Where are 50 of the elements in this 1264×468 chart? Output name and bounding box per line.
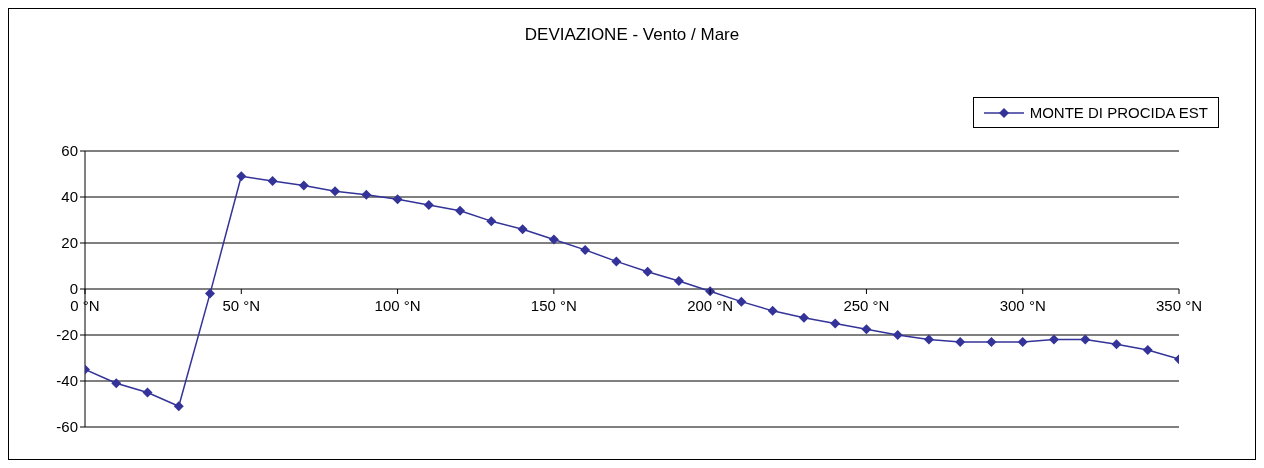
point bbox=[142, 387, 153, 398]
point bbox=[830, 318, 841, 329]
point bbox=[673, 275, 684, 286]
point bbox=[892, 330, 903, 340]
point bbox=[267, 175, 278, 186]
point bbox=[423, 200, 434, 211]
point bbox=[955, 336, 966, 347]
x-tick-label: 50 °N bbox=[222, 297, 261, 314]
point bbox=[611, 256, 622, 267]
point bbox=[1080, 334, 1091, 345]
point bbox=[986, 336, 997, 347]
x-tick-label: 200 °N bbox=[687, 297, 734, 314]
point bbox=[486, 216, 497, 227]
point bbox=[330, 186, 341, 197]
point bbox=[455, 205, 466, 216]
x-tick-label: 100 °N bbox=[374, 297, 421, 314]
point bbox=[642, 266, 653, 277]
point bbox=[111, 378, 122, 389]
y-tick-label: 20 bbox=[61, 234, 78, 252]
point bbox=[298, 180, 309, 191]
legend-label: MONTE DI PROCIDA EST bbox=[1029, 104, 1208, 121]
chart-title: DEVIAZIONE - Vento / Mare bbox=[523, 25, 741, 45]
point bbox=[173, 401, 184, 412]
point bbox=[767, 305, 778, 316]
y-tick-label: -20 bbox=[56, 326, 78, 344]
y-tick-label: 0 bbox=[69, 280, 78, 298]
point bbox=[798, 312, 809, 323]
x-tick-label: 0 °N bbox=[70, 297, 100, 314]
point bbox=[736, 296, 747, 307]
x-tick-label: 300 °N bbox=[999, 297, 1046, 314]
point bbox=[1111, 339, 1122, 350]
y-tick-label: -40 bbox=[56, 372, 78, 390]
point bbox=[580, 244, 591, 255]
y-tick-label: 60 bbox=[61, 142, 78, 160]
point bbox=[361, 189, 372, 200]
point bbox=[861, 324, 872, 335]
point bbox=[236, 171, 247, 182]
point bbox=[1048, 334, 1059, 345]
point bbox=[517, 224, 528, 235]
point bbox=[923, 334, 934, 345]
y-tick-label: -60 bbox=[56, 418, 78, 436]
point bbox=[548, 234, 559, 245]
point bbox=[1017, 336, 1028, 347]
point bbox=[205, 288, 216, 299]
point bbox=[1142, 344, 1153, 355]
y-tick-label: 40 bbox=[61, 188, 78, 206]
x-tick-label: 350 °N bbox=[1155, 297, 1203, 314]
x-tick-label: 250 °N bbox=[843, 297, 890, 314]
point bbox=[392, 194, 403, 205]
x-tick-label: 150 °N bbox=[530, 297, 577, 314]
